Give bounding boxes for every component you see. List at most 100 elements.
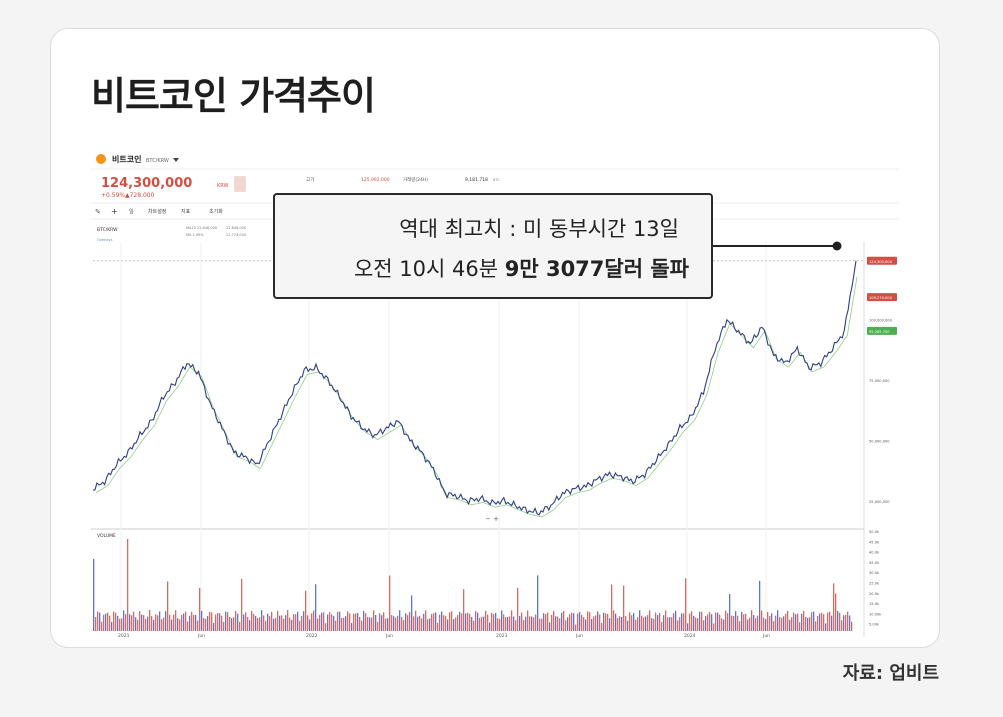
volume-bar — [325, 623, 327, 631]
price-axis-label: 75,000,000 — [869, 379, 890, 383]
volume-bar — [101, 621, 103, 631]
volume-bar — [291, 619, 293, 631]
volume-bar — [467, 612, 469, 631]
volume-bar — [617, 617, 619, 631]
volume-bar — [105, 613, 107, 631]
volume-bar — [851, 621, 853, 631]
volume-bar — [565, 620, 567, 631]
volume-bar — [695, 617, 697, 631]
volume-bar — [693, 615, 695, 631]
volume-bar — [299, 620, 301, 631]
volume-bar — [319, 614, 321, 631]
volume-bar — [767, 611, 769, 631]
volume-bar — [777, 610, 779, 631]
volume-bar — [309, 619, 311, 631]
volume-bar — [297, 611, 299, 631]
volume-bar — [547, 612, 549, 631]
volume-bar — [145, 618, 147, 631]
volume-bar — [397, 615, 399, 631]
volume-bar — [121, 618, 123, 631]
volume-bar — [333, 615, 335, 631]
volume-bar — [131, 615, 133, 631]
callout-time: 오전 10시 46분 — [353, 257, 505, 281]
volume-bar — [285, 615, 287, 631]
volume-bar — [225, 611, 227, 631]
volume-bar — [341, 617, 343, 631]
callout-line-2: 오전 10시 46분 9만 3077달러 돌파 — [275, 253, 689, 283]
volume-bar — [431, 614, 433, 631]
volume-bar — [793, 612, 795, 631]
volume-bar — [751, 610, 753, 631]
volume-axis-label: 30.0k — [869, 571, 880, 575]
volume-bar — [685, 578, 687, 631]
volume-bar — [169, 614, 171, 631]
volume-bar — [371, 617, 373, 631]
volume-bar — [849, 615, 851, 631]
overlays-label[interactable]: Overlays — [97, 238, 113, 242]
volume-bar — [375, 615, 377, 631]
volume-bar — [321, 612, 323, 631]
volume-bar — [269, 616, 271, 631]
volume-bar — [429, 618, 431, 631]
volume-bar — [743, 614, 745, 631]
volume-bar — [221, 615, 223, 631]
volume-bar — [235, 610, 237, 631]
volume-bar — [509, 616, 511, 631]
volume-bar — [575, 624, 577, 631]
volume-bar — [697, 618, 699, 631]
crosshair-icon[interactable]: + — [111, 207, 118, 216]
volume-bar — [513, 616, 515, 631]
volume-bar — [699, 611, 701, 631]
volume-bar — [193, 614, 195, 631]
volume-bar — [237, 613, 239, 631]
volume-bar — [577, 613, 579, 631]
volume-bar — [507, 616, 509, 631]
volume-bar — [683, 613, 685, 631]
volume-bar — [581, 614, 583, 631]
volume-bar — [283, 618, 285, 631]
volume-bar — [257, 618, 259, 631]
volume-bar — [521, 612, 523, 631]
volume-bar — [241, 578, 243, 631]
volume-bar — [679, 617, 681, 631]
volume-bar — [537, 575, 539, 631]
toolbar-item-chart-settings[interactable]: 차트설정 — [148, 208, 166, 215]
toolbar-item-indicators[interactable]: 지표 — [181, 208, 191, 215]
volume-bar — [183, 613, 185, 631]
pencil-icon[interactable]: ✎ — [95, 208, 101, 216]
x-tick-label: Jun — [575, 633, 583, 639]
volume-bar — [505, 617, 507, 631]
volume-bar — [113, 611, 115, 631]
volume-bar — [643, 617, 645, 631]
volume-bar — [501, 610, 503, 631]
volume-bar — [401, 617, 403, 631]
volume-bar — [167, 581, 169, 631]
volume-bar — [485, 610, 487, 631]
volume-bar — [303, 611, 305, 631]
volume-bar — [393, 616, 395, 631]
volume-bar — [351, 622, 353, 631]
toolbar-item-reset[interactable]: 초기화 — [209, 208, 223, 215]
x-tick-label: 2021 — [118, 633, 130, 639]
volume-bar — [361, 620, 363, 631]
toolbar-item-interval[interactable]: 일 — [129, 208, 134, 215]
volume-bar — [95, 617, 97, 631]
volume-bar — [675, 610, 677, 631]
volume-bar — [139, 611, 141, 631]
chevron-down-icon[interactable] — [173, 158, 179, 162]
volume-bar — [123, 610, 125, 631]
volume-bar — [137, 619, 139, 631]
x-tick-label: Jun — [762, 633, 770, 639]
volume-bar — [481, 616, 483, 631]
volume-bar — [775, 615, 777, 631]
volume-bar — [721, 618, 723, 631]
volume-bar — [791, 617, 793, 631]
volume-bar — [275, 617, 277, 631]
volume-bar — [103, 614, 105, 631]
volume-bar — [807, 617, 809, 631]
volume-bar — [649, 610, 651, 631]
zoom-controls[interactable]: − + — [485, 515, 499, 523]
volume-bar — [357, 613, 359, 631]
volume-bar — [315, 584, 317, 631]
volume-bar — [779, 617, 781, 631]
